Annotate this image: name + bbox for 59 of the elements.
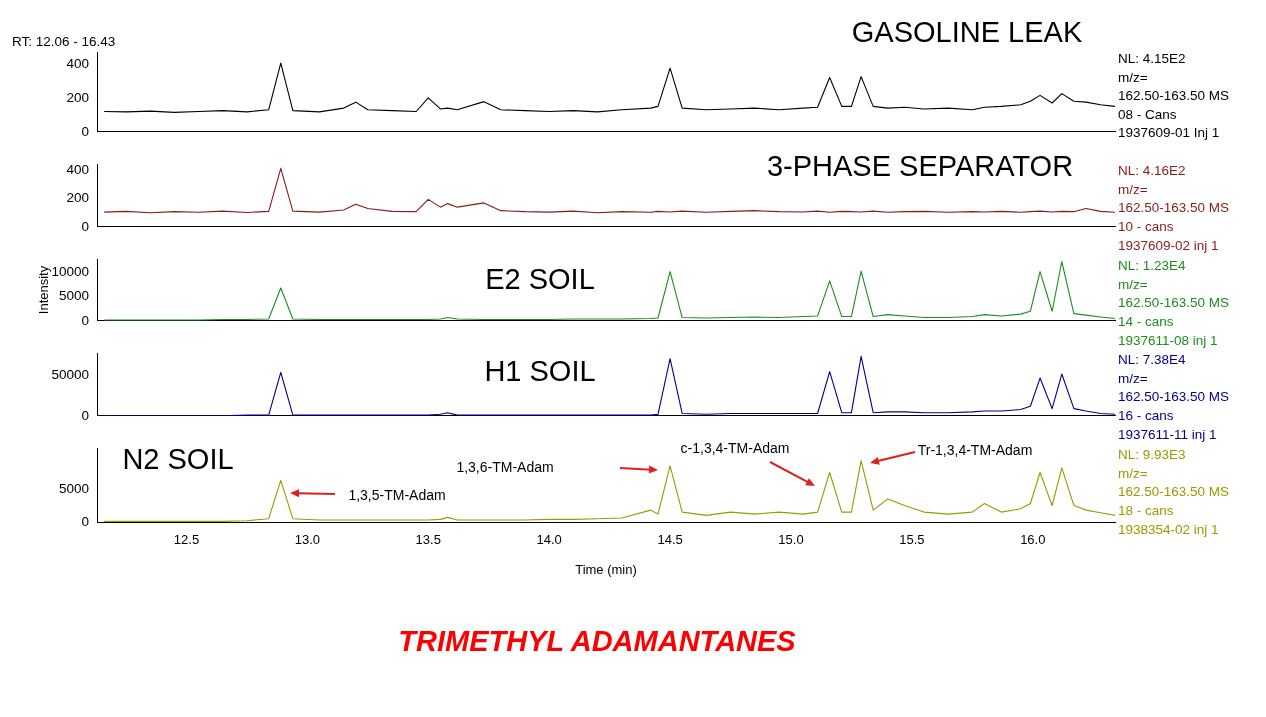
y-tick-label: 10000 bbox=[51, 264, 89, 280]
x-tick-label: 12.5 bbox=[173, 532, 200, 548]
chart-title: E2 SOIL bbox=[485, 263, 595, 295]
x-tick-label: 13.0 bbox=[294, 532, 321, 548]
text: 18 - cans bbox=[1118, 502, 1174, 519]
x-axis-title: Time (min) bbox=[575, 561, 637, 577]
y-tick-label: 5000 bbox=[58, 480, 89, 496]
y-tick-label: 200 bbox=[66, 89, 89, 105]
text: 1937609-01 Inj 1 bbox=[1118, 125, 1220, 142]
y-tick-label: 0 bbox=[81, 218, 89, 234]
text: 1937611-11 inj 1 bbox=[1118, 426, 1217, 443]
annotation: 1,3,5-TM-Adam bbox=[348, 487, 446, 503]
text: 162.50-163.50 MS bbox=[1118, 389, 1230, 406]
text: TRIMETHYL ADAMANTANES bbox=[398, 625, 797, 657]
chart-title: GASOLINE LEAK bbox=[851, 16, 1083, 48]
x-tick-label: 14.5 bbox=[657, 532, 683, 548]
x-tick-label: 16.0 bbox=[1020, 532, 1046, 548]
y-tick-label: 0 bbox=[81, 312, 89, 328]
text: 1938354-02 inj 1 bbox=[1118, 521, 1219, 538]
x-tick-label: 14.0 bbox=[536, 532, 562, 548]
text: m/z= bbox=[1118, 276, 1148, 293]
y-tick-label: 200 bbox=[66, 190, 89, 206]
y-axis-title: Intensity bbox=[36, 265, 52, 315]
text: m/z= bbox=[1118, 69, 1148, 86]
annotation: 1,3,6-TM-Adam bbox=[456, 459, 554, 475]
annotation: Tr-1,3,4-TM-Adam bbox=[917, 442, 1033, 458]
text: m/z= bbox=[1118, 181, 1148, 198]
text: 162.50-163.50 MS bbox=[1118, 295, 1230, 312]
chart-title: N2 SOIL bbox=[122, 443, 234, 475]
y-tick-label: 0 bbox=[81, 407, 89, 423]
x-tick-label: 15.5 bbox=[899, 532, 925, 548]
text: 162.50-163.50 MS bbox=[1118, 200, 1230, 217]
chart-title: H1 SOIL bbox=[484, 355, 596, 387]
y-tick-label: 400 bbox=[66, 162, 89, 178]
y-tick-label: 400 bbox=[66, 55, 89, 71]
text: 1937611-08 inj 1 bbox=[1118, 332, 1218, 349]
text: NL: 9.93E3 bbox=[1118, 447, 1186, 464]
text: 1937609-02 inj 1 bbox=[1118, 237, 1219, 254]
text: 08 - Cans bbox=[1118, 106, 1177, 123]
y-tick-label: 5000 bbox=[58, 288, 89, 304]
text: NL: 4.15E2 bbox=[1118, 51, 1186, 67]
text: 162.50-163.50 MS bbox=[1118, 88, 1230, 105]
text: 10 - cans bbox=[1118, 218, 1174, 235]
x-tick-label: 15.0 bbox=[778, 532, 804, 548]
text: RT: 12.06 - 16.43 bbox=[12, 34, 116, 49]
y-tick-label: 0 bbox=[81, 123, 89, 139]
text: 14 - cans bbox=[1118, 313, 1174, 330]
text: NL: 7.38E4 bbox=[1118, 352, 1186, 369]
text: 162.50-163.50 MS bbox=[1118, 484, 1230, 501]
x-tick-label: 13.5 bbox=[415, 532, 441, 548]
annotation: c-1,3,4-TM-Adam bbox=[680, 440, 790, 456]
y-tick-label: 50000 bbox=[51, 367, 89, 383]
text: NL: 1.23E4 bbox=[1118, 258, 1186, 275]
chart-title: 3-PHASE SEPARATOR bbox=[766, 150, 1074, 182]
y-tick-label: 0 bbox=[81, 513, 89, 529]
text: m/z= bbox=[1118, 370, 1148, 387]
text: m/z= bbox=[1118, 465, 1148, 482]
text: 16 - cans bbox=[1118, 407, 1174, 424]
text: NL: 4.16E2 bbox=[1118, 163, 1186, 180]
